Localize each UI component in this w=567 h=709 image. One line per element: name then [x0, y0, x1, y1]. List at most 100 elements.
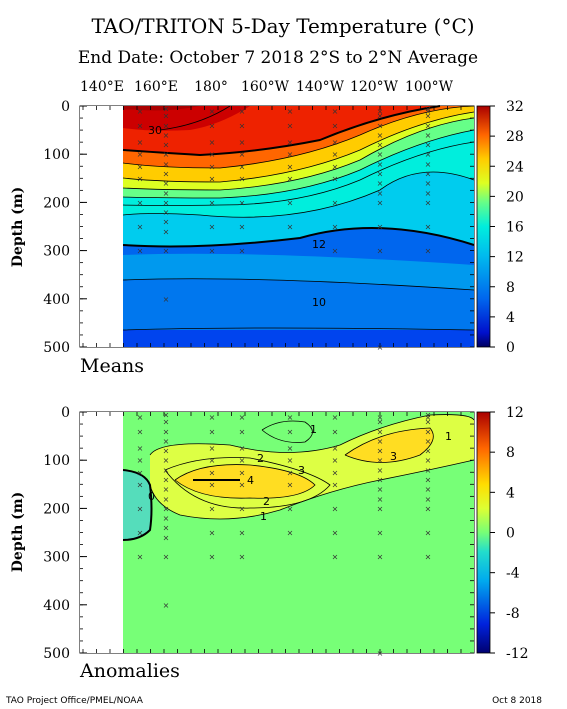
observation-mark: × — [377, 179, 384, 188]
means-contour-label-30: 30 — [148, 124, 162, 137]
observation-mark: × — [287, 444, 294, 453]
observation-mark: × — [377, 189, 384, 198]
observation-mark: × — [163, 227, 170, 236]
observation-mark: × — [377, 131, 384, 140]
observation-mark: × — [209, 121, 216, 130]
observation-mark: × — [425, 427, 432, 436]
means-contours — [122, 105, 475, 331]
observation-mark: × — [163, 218, 170, 227]
observation-mark: × — [377, 160, 384, 169]
observation-mark: × — [377, 475, 384, 484]
colorbar-tick-label: 24 — [506, 159, 524, 175]
longitude-label: 180° — [194, 79, 228, 95]
observation-mark: × — [163, 208, 170, 217]
observation-mark: × — [209, 468, 216, 477]
observation-mark: × — [163, 121, 170, 130]
means-missing-data — [80, 106, 123, 347]
observation-mark: × — [425, 418, 432, 427]
observation-mark: × — [377, 169, 384, 178]
observation-mark: × — [425, 223, 432, 232]
observation-mark: × — [425, 169, 432, 178]
observation-mark: × — [287, 427, 294, 436]
chart-subtitle: End Date: October 7 2018 2°S to 2°N Aver… — [78, 48, 478, 68]
observation-mark: × — [287, 107, 294, 116]
observation-mark: × — [163, 160, 170, 169]
means-colorbar — [476, 105, 491, 348]
observation-mark: × — [163, 524, 170, 533]
observation-mark: × — [425, 413, 432, 422]
observation-mark: × — [163, 198, 170, 207]
means-observation-marks: ××××××××××××××××××××××××××××××××××××××××… — [137, 104, 432, 352]
means-y-ticks: 0 100 200 300 400 500 — [43, 99, 474, 356]
observation-mark: × — [425, 466, 432, 475]
colorbar-tick-label: 16 — [506, 220, 524, 236]
anomalies-observation-marks: ××××××××××××××××××××××××××××××××××××××××… — [137, 410, 432, 658]
y-tick-label: 100 — [43, 147, 70, 163]
observation-mark: × — [377, 107, 384, 116]
observation-mark: × — [163, 504, 170, 513]
observation-mark: × — [425, 112, 432, 121]
anomalies-contour-label: 2 — [257, 452, 264, 465]
colorbar-tick-label: 4 — [506, 310, 515, 326]
observation-mark: × — [377, 413, 384, 422]
colorbar-tick-label: 28 — [506, 129, 524, 145]
observation-mark: × — [425, 179, 432, 188]
colorbar-tick-label: 12 — [506, 405, 524, 421]
observation-mark: × — [163, 456, 170, 465]
observation-mark: × — [425, 198, 432, 207]
longitude-labels: 140°E 160°E 180° 160°W 140°W 120°W 100°W — [80, 79, 454, 95]
observation-mark: × — [239, 247, 246, 256]
observation-mark: × — [425, 107, 432, 116]
anomalies-contour-label: 2 — [263, 495, 270, 508]
observation-mark: × — [287, 413, 294, 422]
observation-mark: × — [239, 529, 246, 538]
observation-mark: × — [332, 150, 339, 159]
observation-mark: × — [209, 174, 216, 183]
observation-mark: × — [239, 468, 246, 477]
observation-mark: × — [163, 295, 170, 304]
observation-mark: × — [209, 529, 216, 538]
anomalies-panel-label: Anomalies — [79, 660, 180, 682]
observation-mark: × — [137, 162, 144, 171]
observation-mark: × — [377, 485, 384, 494]
observation-mark: × — [209, 150, 216, 159]
observation-mark: × — [239, 480, 246, 489]
observation-mark: × — [137, 504, 144, 513]
observation-mark: × — [332, 247, 339, 256]
observation-mark: × — [425, 495, 432, 504]
observation-mark: × — [425, 475, 432, 484]
observation-mark: × — [163, 112, 170, 121]
observation-mark: × — [425, 447, 432, 456]
anomalies-contour-label: 4 — [247, 474, 254, 487]
observation-mark: × — [137, 427, 144, 436]
colorbar-tick-label: -4 — [506, 566, 520, 582]
observation-mark: × — [425, 410, 432, 419]
observation-mark: × — [137, 107, 144, 116]
observation-mark: × — [332, 198, 339, 207]
observation-mark: × — [137, 456, 144, 465]
observation-mark: × — [209, 107, 216, 116]
observation-mark: × — [377, 447, 384, 456]
footer-credit: TAO Project Office/PMEL/NOAA — [5, 696, 144, 706]
anomalies-contour-label: 3 — [298, 464, 305, 477]
observation-mark: × — [209, 138, 216, 147]
observation-mark: × — [377, 495, 384, 504]
observation-mark: × — [425, 437, 432, 446]
y-tick-label: 400 — [43, 292, 70, 308]
observation-mark: × — [137, 198, 144, 207]
observation-mark: × — [239, 456, 246, 465]
colorbar-tick-label: -8 — [506, 606, 520, 622]
means-field — [123, 106, 474, 347]
anomalies-ylabel: Depth (m) — [10, 492, 26, 572]
observation-mark: × — [425, 553, 432, 562]
observation-mark: × — [137, 444, 144, 453]
observation-mark: × — [377, 150, 384, 159]
observation-mark: × — [209, 223, 216, 232]
colorbar-tick-label: 32 — [506, 99, 524, 115]
observation-mark: × — [377, 437, 384, 446]
observation-mark: × — [377, 418, 384, 427]
y-tick-label: 200 — [43, 195, 70, 211]
observation-mark: × — [209, 198, 216, 207]
observation-mark: × — [425, 150, 432, 159]
observation-mark: × — [377, 649, 384, 658]
